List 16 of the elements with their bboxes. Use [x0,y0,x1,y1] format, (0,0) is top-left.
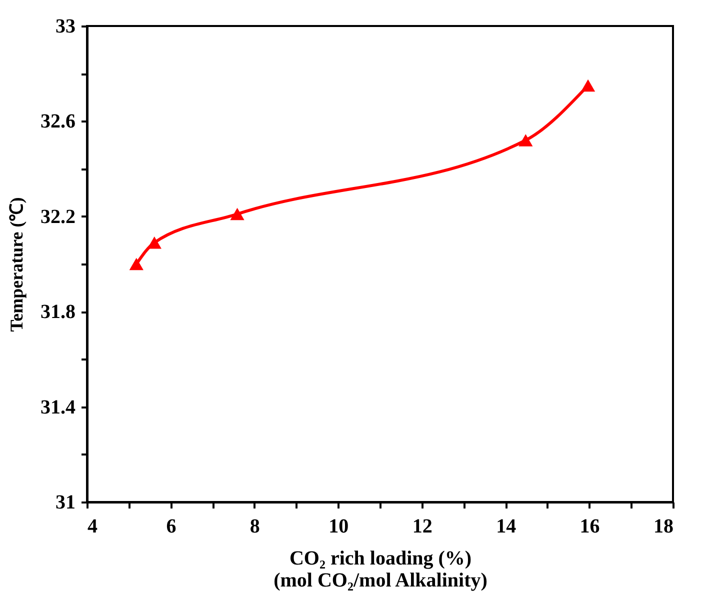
x-tick-label: 14 [496,516,516,538]
y-tick-label: 33 [56,16,76,38]
x-tick-label: 4 [88,516,98,538]
x-tick-label: 8 [250,516,260,538]
y-tick-label: 31.4 [40,396,76,418]
x-tick-label: 10 [328,516,349,538]
y-tick-label: 31 [56,492,76,514]
x-tick-label: 6 [166,516,176,538]
x-tick-label: 16 [580,516,600,538]
y-axis-title: Temperature (℃) [6,197,26,332]
x-tick-label: 12 [412,516,432,538]
x-tick-label: 18 [654,516,674,538]
y-tick-label: 32.6 [40,110,76,133]
y-tick-label: 31.8 [40,301,76,324]
x-axis-title: CO₂ rich loading (%) (mol CO₂/mol Alkalinity) [274,548,488,592]
y-tick-label: 32.2 [40,206,76,228]
